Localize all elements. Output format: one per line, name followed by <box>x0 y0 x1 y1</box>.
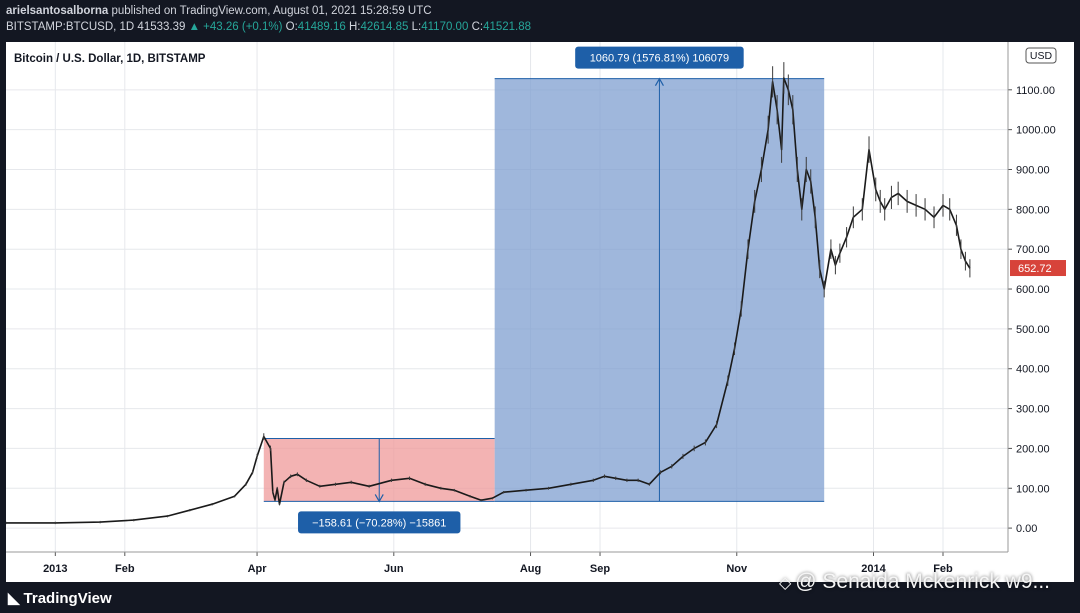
y-tick-label: 300.00 <box>1016 404 1050 416</box>
y-tick-label: 900.00 <box>1016 165 1050 177</box>
high-value: 42614.85 <box>360 21 409 33</box>
open-label: O: <box>285 21 298 33</box>
x-tick-label: Feb <box>933 563 953 575</box>
measure-down-arrow-head-icon <box>374 494 384 503</box>
y-tick-label: 100.00 <box>1016 483 1050 495</box>
y-tick-label: 800.00 <box>1016 204 1050 216</box>
y-tick-label: 400.00 <box>1016 364 1050 376</box>
y-tick-label: 0.00 <box>1016 523 1037 535</box>
measure-up-label-box <box>575 46 744 69</box>
measure-up-arrow-head-icon <box>654 77 664 86</box>
measure-down-label-box <box>298 511 461 534</box>
footer: ◣ TradingView ◇ @ Senaida Mckenrick w9... <box>0 570 1080 613</box>
measure-down-label: −158.61 (−70.28%) −15861 <box>312 517 446 529</box>
user-watermark: ◇ @ Senaida Mckenrick w9... <box>779 570 1050 594</box>
diamond-logo-icon: ◇ <box>778 575 792 592</box>
x-tick-label: 2014 <box>861 563 886 575</box>
measure-up-label: 1060.79 (1576.81%) 106079 <box>590 53 729 65</box>
publish-info: arielsantosalborna published on TradingV… <box>6 5 432 17</box>
high-label: H: <box>348 21 361 33</box>
chart-title: Bitcoin / U.S. Dollar, 1D, BITSTAMP <box>14 53 206 65</box>
y-tick-label: 500.00 <box>1016 324 1050 336</box>
watermark-text: @ Senaida Mckenrick w9... <box>795 570 1050 593</box>
currency-badge-label: USD <box>1030 50 1053 62</box>
tradingview-logo-icon: ◣ <box>8 590 20 607</box>
price-chart[interactable]: −158.61 (−70.28%) −15861 1060.79 (1576.81… <box>6 42 1074 582</box>
y-tick-label: 1100.00 <box>1016 85 1055 97</box>
price-change: ▲ +43.26 (+0.1%) <box>188 21 283 33</box>
published-text: published on TradingView.com, August 01,… <box>111 5 432 17</box>
measure-tools[interactable]: −158.61 (−70.28%) −15861 1060.79 (1576.81… <box>263 46 825 534</box>
ohlc-legend: BITSTAMP:BTCUSD, 1D 41533.39 ▲ +43.26 (+… <box>6 21 531 33</box>
axes: 0.00 100.00 200.00 300.00 400.00 500.00 600.00… <box>6 42 1066 575</box>
symbol-label: BITSTAMP:BTCUSD, 1D <box>6 21 135 33</box>
x-tick-label: Apr <box>248 563 268 575</box>
y-tick-label: 200.00 <box>1016 443 1050 455</box>
y-tick-label: 600.00 <box>1016 284 1050 296</box>
y-tick-label: 1000.00 <box>1016 125 1056 137</box>
y-tick-label: 700.00 <box>1016 244 1050 256</box>
chart-area[interactable]: −158.61 (−70.28%) −15861 1060.79 (1576.81… <box>6 42 1074 582</box>
x-tick-label: Sep <box>590 563 610 575</box>
chart-header: arielsantosalborna published on TradingV… <box>0 0 1080 40</box>
x-tick-label: 2013 <box>43 563 67 575</box>
low-value: 41170.00 <box>421 21 469 33</box>
x-tick-label: Nov <box>726 563 748 575</box>
last-price-label: 652.72 <box>1018 263 1052 275</box>
x-tick-label: Feb <box>115 563 135 575</box>
publisher-name[interactable]: arielsantosalborna <box>6 5 109 17</box>
price-series <box>6 62 971 525</box>
last-price-tag <box>1010 260 1066 277</box>
tradingview-logo-text: TradingView <box>23 590 112 607</box>
close-label: C: <box>471 21 484 33</box>
tradingview-logo[interactable]: ◣ TradingView <box>8 589 112 607</box>
open-value: 41489.16 <box>297 21 346 33</box>
close-value: 41521.88 <box>483 21 532 33</box>
x-tick-label: Aug <box>520 563 541 575</box>
x-tick-label: Jun <box>384 563 404 575</box>
last-price: 41533.39 <box>137 21 186 33</box>
currency-badge[interactable] <box>1025 47 1057 64</box>
low-label: L: <box>411 21 422 33</box>
